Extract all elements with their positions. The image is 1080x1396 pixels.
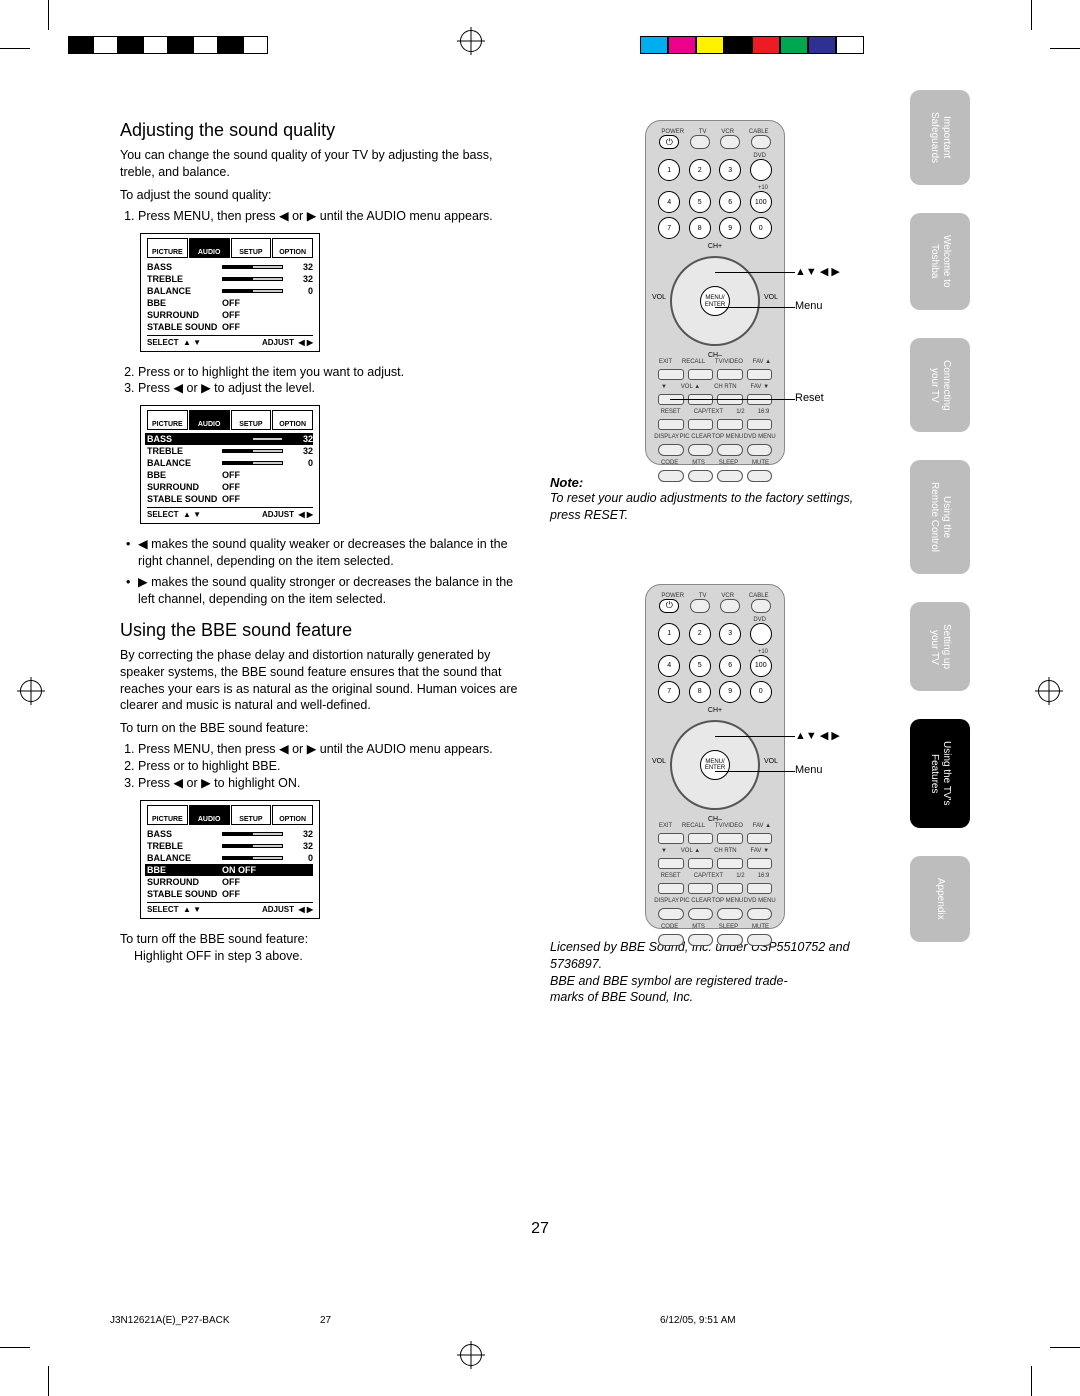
bullet: ◀ makes the sound quality weaker or decr… [138,536,520,570]
section-tab: Connectingyour TV [910,338,970,433]
osd-menu-audio: PICTURE AUDIO SETUP OPTION BASS32 TREBLE… [140,233,320,352]
lead-sound-quality: To adjust the sound quality: [120,187,520,204]
lead-bbe-off: To turn off the BBE sound feature: [120,931,520,948]
registration-mark [20,680,42,702]
remote-diagram-2: POWERTVVCRCABLE ⏻ DVD 123 +10 456100 789… [550,584,880,929]
menu-enter-button: MENU/ ENTER [700,286,730,316]
registration-mark [1038,680,1060,702]
tab-picture: PICTURE [147,238,188,258]
steps-bbe: Press MENU, then press ◀ or ▶ until the … [120,741,520,792]
section-tab: ImportantSafeguards [910,90,970,185]
heading-bbe: Using the BBE sound feature [120,620,520,641]
section-tab: Welcome toToshiba [910,213,970,310]
section-tab: Using the TV'sFeatures [910,719,970,828]
note-body: To reset your audio adjustments to the f… [550,490,880,524]
steps-sound-quality-2: Press or to highlight the item you want … [120,364,520,398]
steps-sound-quality: Press MENU, then press ◀ or ▶ until the … [120,208,520,225]
section-tabs: ImportantSafeguards Welcome toToshiba Conn… [910,90,970,970]
print-colorbar [640,36,864,54]
footer-left: J3N12621A(E)_P27-BACK [110,1315,230,1326]
bullets-sound: ◀ makes the sound quality weaker or decr… [120,536,520,608]
footer-right: 6/12/05, 9:51 AM [660,1315,736,1326]
callout-menu: Menu [795,300,823,312]
lead-bbe: To turn on the BBE sound feature: [120,720,520,737]
heading-sound-quality: Adjusting the sound quality [120,120,520,141]
power-icon: ⏻ [659,135,679,149]
bullet: ▶ makes the sound quality stronger or de… [138,574,520,608]
step: Press or to highlight the item you want … [138,364,520,381]
tab-option: OPTION [272,238,313,258]
callout-reset: Reset [795,392,824,404]
intro-bbe: By correcting the phase delay and distor… [120,647,520,715]
step: Press MENU, then press ◀ or ▶ until the … [138,208,520,225]
tab-setup: SETUP [231,238,272,258]
step: Press MENU, then press ◀ or ▶ until the … [138,741,520,758]
dpad: MENU/ ENTER VOL VOL [670,256,760,346]
body-bbe-off: Highlight OFF in step 3 above. [120,948,520,965]
step: Press ◀ or ▶ to adjust the level. [138,380,520,397]
step: Press or to highlight BBE. [138,758,520,775]
step: Press ◀ or ▶ to highlight ON. [138,775,520,792]
tab-audio: AUDIO [189,238,230,258]
section-tab: Using theRemote Control [910,460,970,574]
intro-sound-quality: You can change the sound quality of your… [120,147,520,181]
osd-menu-audio-bbe: PICTURE AUDIO SETUP OPTION BASS32 TREBLE… [140,800,320,919]
license-text: Licensed by BBE Sound, Inc. under USP551… [550,939,880,1007]
section-tab: Appendix [910,856,970,942]
registration-mark [460,1344,482,1366]
section-tab: Setting upyour TV [910,602,970,691]
footer-center: 27 [320,1315,331,1326]
print-squares [68,36,268,54]
remote-control: POWERTVVCRCABLE ⏻ DVD 123 +10 456100 789… [645,120,785,465]
osd-menu-audio-bass: PICTURE AUDIO SETUP OPTION BASS32 TREBLE… [140,405,320,524]
remote-control: POWERTVVCRCABLE ⏻ DVD 123 +10 456100 789… [645,584,785,929]
remote-diagram-1: POWERTVVCRCABLE ⏻ DVD 123 +10 456100 789… [550,120,880,465]
page-number: 27 [0,1220,1080,1238]
callout-arrows: ▲▼ ◀ ▶ [795,265,840,278]
registration-mark [460,30,482,52]
